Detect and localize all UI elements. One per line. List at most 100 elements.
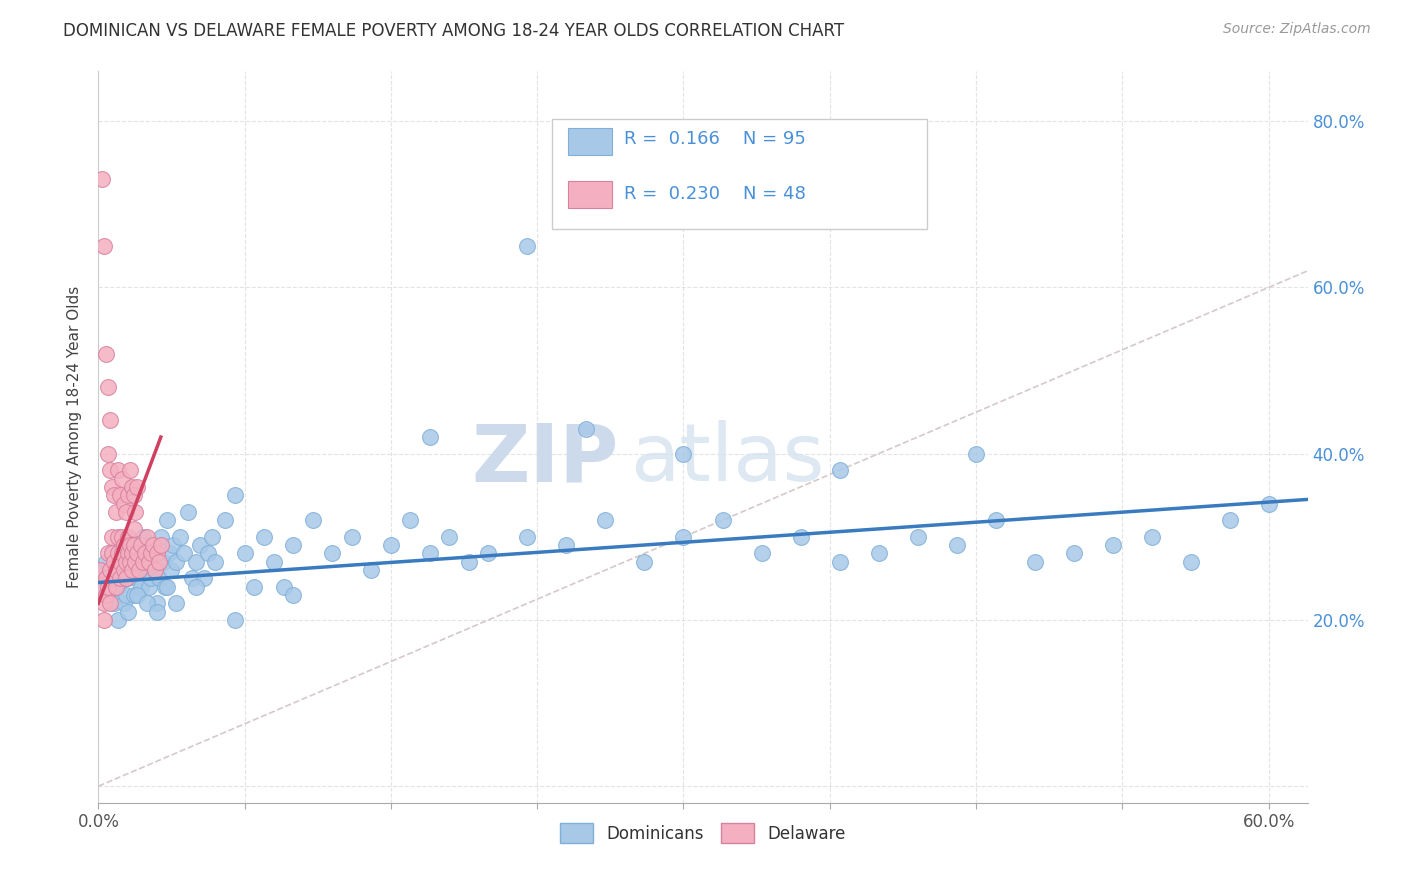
Point <box>945 538 967 552</box>
Point <box>224 488 246 502</box>
Text: ZIP: ZIP <box>471 420 619 498</box>
Point <box>104 563 127 577</box>
Point <box>98 563 121 577</box>
Point <box>243 580 266 594</box>
Point <box>111 530 134 544</box>
Point <box>984 513 1007 527</box>
Point <box>149 538 172 552</box>
Point <box>117 571 139 585</box>
Point <box>97 546 120 560</box>
Point <box>136 555 159 569</box>
Point <box>121 480 143 494</box>
Point <box>91 563 114 577</box>
Point <box>97 447 120 461</box>
Point <box>143 563 166 577</box>
Point <box>114 588 136 602</box>
Point <box>419 430 441 444</box>
Point <box>114 555 136 569</box>
Point <box>138 580 160 594</box>
Point <box>156 513 179 527</box>
Point <box>103 488 125 502</box>
Point <box>789 530 811 544</box>
Point <box>340 530 363 544</box>
Point <box>380 538 402 552</box>
Text: DOMINICAN VS DELAWARE FEMALE POVERTY AMONG 18-24 YEAR OLDS CORRELATION CHART: DOMINICAN VS DELAWARE FEMALE POVERTY AMO… <box>63 22 845 40</box>
Point <box>112 538 135 552</box>
Point <box>121 563 143 577</box>
Point <box>1257 497 1279 511</box>
Point <box>124 563 146 577</box>
Point <box>128 563 150 577</box>
Point <box>143 563 166 577</box>
Point <box>419 546 441 560</box>
Point <box>169 530 191 544</box>
Point <box>868 546 890 560</box>
Point <box>142 546 165 560</box>
Point <box>117 605 139 619</box>
Point <box>224 613 246 627</box>
Point <box>1063 546 1085 560</box>
Point <box>828 555 851 569</box>
Point <box>96 555 118 569</box>
Point <box>131 538 153 552</box>
Text: Source: ZipAtlas.com: Source: ZipAtlas.com <box>1223 22 1371 37</box>
Point <box>121 538 143 552</box>
Point <box>98 463 121 477</box>
Point <box>516 239 538 253</box>
FancyBboxPatch shape <box>551 119 927 228</box>
Point <box>184 580 207 594</box>
FancyBboxPatch shape <box>568 181 613 208</box>
Point <box>101 546 124 560</box>
Point <box>131 580 153 594</box>
Point <box>142 538 165 552</box>
Point <box>139 571 162 585</box>
Point <box>136 530 159 544</box>
FancyBboxPatch shape <box>568 128 613 154</box>
Point <box>751 546 773 560</box>
Point <box>96 571 118 585</box>
Point <box>146 596 169 610</box>
Point <box>107 530 129 544</box>
Point <box>118 555 141 569</box>
Point <box>1180 555 1202 569</box>
Point <box>128 546 150 560</box>
Point <box>214 513 236 527</box>
Point <box>283 538 305 552</box>
Point <box>111 571 134 585</box>
Point <box>118 555 141 569</box>
Point <box>104 563 127 577</box>
Point <box>117 488 139 502</box>
Point <box>159 563 181 577</box>
Point <box>1101 538 1123 552</box>
Point <box>127 480 149 494</box>
Point <box>107 463 129 477</box>
Point <box>108 555 131 569</box>
Y-axis label: Female Poverty Among 18-24 Year Olds: Female Poverty Among 18-24 Year Olds <box>67 286 83 588</box>
Point <box>91 172 114 186</box>
Point <box>96 588 118 602</box>
Point <box>360 563 382 577</box>
Point <box>101 480 124 494</box>
Point <box>263 555 285 569</box>
Point <box>114 571 136 585</box>
Point <box>136 596 159 610</box>
Point <box>672 530 695 544</box>
Point <box>108 571 131 585</box>
Point <box>139 546 162 560</box>
Point <box>101 530 124 544</box>
Text: R =  0.230    N = 48: R = 0.230 N = 48 <box>624 185 806 202</box>
Point <box>148 571 170 585</box>
Point <box>165 596 187 610</box>
Point <box>575 422 598 436</box>
Point <box>121 546 143 560</box>
Point <box>124 555 146 569</box>
Point <box>101 546 124 560</box>
Point <box>97 588 120 602</box>
Point <box>193 571 215 585</box>
Legend: Dominicans, Delaware: Dominicans, Delaware <box>554 817 852 849</box>
Point <box>97 380 120 394</box>
Point <box>138 555 160 569</box>
Point <box>907 530 929 544</box>
Point <box>89 563 111 577</box>
Point <box>93 580 115 594</box>
